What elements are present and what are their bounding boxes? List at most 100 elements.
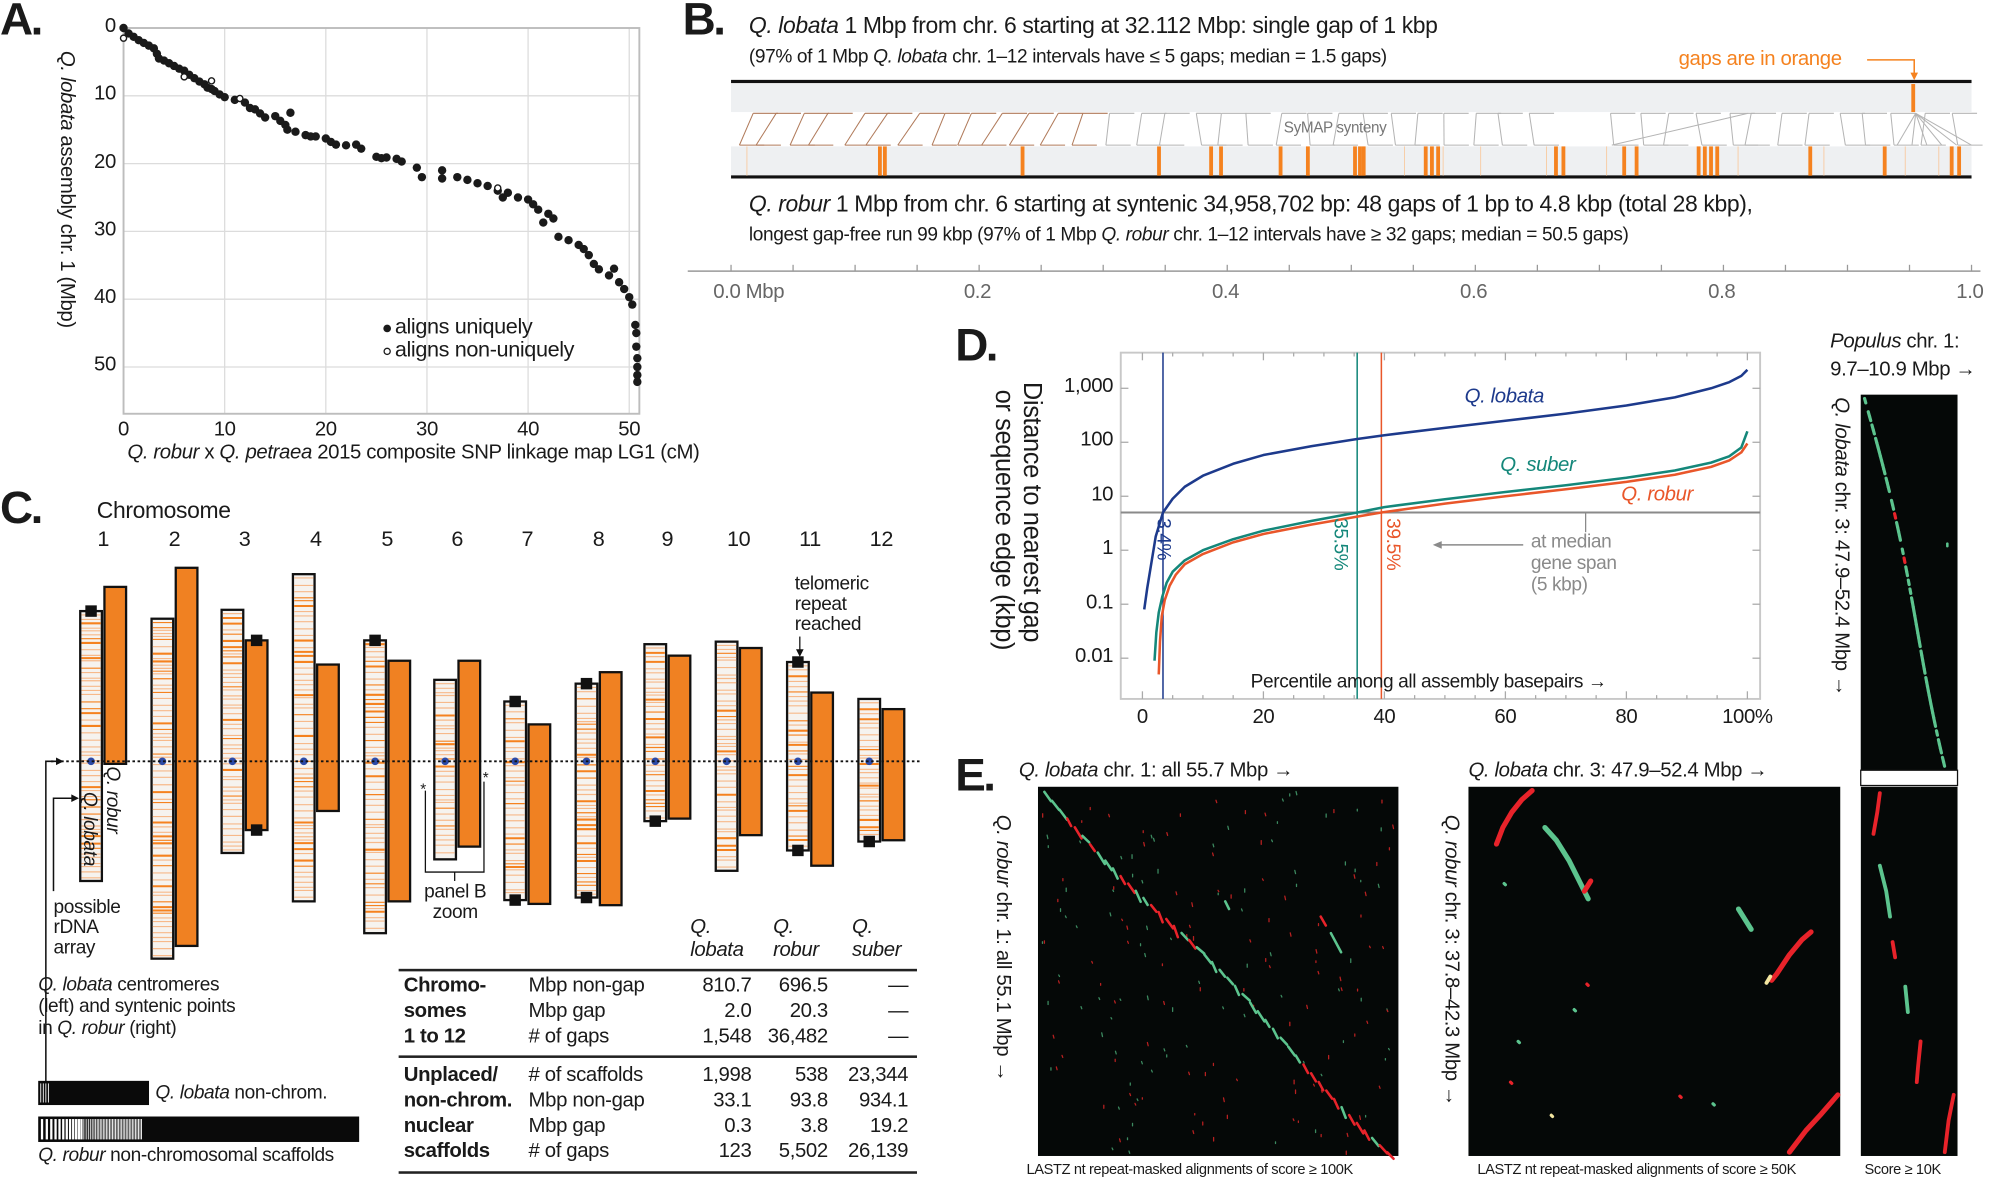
robur-gap [877, 146, 882, 176]
reverse-alignment [1149, 903, 1158, 914]
species: Q. robur [1101, 224, 1169, 246]
reverse-alignment [1165, 917, 1175, 930]
dotplot-1-caption: LASTZ nt repeat-masked alignments of sco… [1026, 1162, 1354, 1178]
point-nonunique [180, 73, 188, 81]
label-rest: chr. 1: all 55.1 Mbp → [992, 886, 1014, 1082]
robur-gap [1361, 146, 1366, 176]
table-cell: 123 [718, 1140, 752, 1163]
robur-small-gap [1606, 146, 1608, 176]
forward-alignment [1043, 790, 1053, 803]
row-metric: Mbp gap [528, 1115, 606, 1137]
telomere-marker [369, 634, 381, 647]
rdna-arrow-icon [52, 797, 74, 892]
column-header: Q. [690, 916, 712, 939]
panel-c-chromosomes [38, 566, 920, 1142]
y-tick-label: 10 [93, 83, 116, 105]
robur-small-gap [1480, 146, 1482, 176]
dotplot-2 [1468, 786, 1841, 1156]
ylabel-rest: assembly chr. 1 (Mbp) [56, 130, 78, 328]
species: Q. lobata [748, 12, 839, 39]
centromere-dot [865, 757, 874, 766]
reverse-alignment [1109, 912, 1112, 917]
reverse-alignment [1364, 891, 1367, 897]
x-tick-label: 30 [415, 418, 438, 441]
asterisk-left: * [420, 780, 426, 799]
centromere-arrow-icon [45, 760, 59, 1095]
y-tick-label: 50 [93, 354, 116, 376]
dotplot-1 [1037, 786, 1399, 1156]
reverse-alignment [1386, 1009, 1389, 1013]
telomere-marker [580, 677, 593, 690]
species: Q. lobata [1830, 397, 1852, 477]
column-header: Q. [852, 916, 873, 939]
point-unique [628, 300, 637, 309]
xlabel-species-1: Q. robur [127, 441, 200, 464]
column-header: Q. [773, 916, 794, 939]
row-group-label: nuclear [403, 1115, 474, 1137]
forward-alignment [1882, 467, 1887, 476]
reverse-alignment [1309, 1072, 1318, 1083]
reverse-alignment [1055, 1066, 1058, 1071]
reverse-alignment [1871, 791, 1882, 836]
reverse-alignment [1136, 1098, 1139, 1102]
forward-alignment [1711, 1102, 1716, 1107]
point-unique [473, 179, 482, 188]
gaps-arrow-icon [1867, 59, 1915, 77]
reverse-alignment [1386, 1151, 1395, 1161]
reverse-alignment [1126, 882, 1136, 895]
table-cell: — [888, 1026, 909, 1048]
reverse-alignment [1152, 837, 1155, 842]
synteny-link [1663, 113, 1670, 146]
table-cell: 26,139 [848, 1140, 909, 1163]
populus-ylabel: Q. lobata chr. 3: 47.9–52.4 Mbp → [1829, 397, 1852, 696]
forward-alignment [1340, 1105, 1347, 1120]
reverse-alignment [1678, 1094, 1683, 1100]
point-unique [311, 132, 320, 141]
reverse-alignment [1163, 1048, 1166, 1052]
reverse-alignment [1235, 1078, 1238, 1082]
centromere-dot [794, 757, 802, 766]
robur-gap [1219, 146, 1223, 176]
species: Populus [1830, 331, 1902, 353]
forward-alignment [1218, 968, 1227, 978]
table-cell: 93.8 [789, 1089, 829, 1112]
forward-alignment [1542, 824, 1591, 902]
reverse-alignment [1320, 1073, 1323, 1077]
lobata-chromosome-bar [150, 617, 175, 960]
panel-b-robur-title: Q. robur 1 Mbp from chr. 6 starting at s… [749, 191, 1753, 218]
robur-small-gap [1737, 146, 1739, 176]
panel-label-d: D. [955, 318, 998, 371]
lobata-chromosome-bar [433, 678, 458, 861]
point-unique [453, 172, 462, 182]
reverse-alignment [1101, 1032, 1104, 1038]
reverse-alignment [1281, 798, 1284, 802]
point-nonunique [207, 77, 216, 85]
table-cell: 33.1 [713, 1089, 752, 1112]
reverse-alignment [1585, 982, 1590, 987]
reverse-alignment [1378, 1143, 1389, 1155]
reverse-alignment [1187, 938, 1197, 950]
point-unique [397, 157, 406, 166]
synteny-link [755, 113, 777, 146]
note-line: telomeric [794, 572, 869, 595]
reverse-alignment [1269, 952, 1272, 957]
reverse-alignment [1387, 1047, 1390, 1051]
reverse-alignment [1786, 1092, 1841, 1155]
reverse-alignment [1294, 869, 1297, 875]
robur-small-gap [1442, 146, 1444, 176]
ylabel-species: Q. lobata [56, 50, 78, 131]
robur-gap [1353, 146, 1357, 176]
reverse-alignment [1088, 843, 1097, 853]
chromosome-number: 6 [451, 527, 464, 552]
robur-chromosome-bar [103, 585, 128, 766]
lobata-chromosome-bar [574, 682, 599, 899]
forward-alignment [1903, 984, 1910, 1015]
table-cell: 23,344 [848, 1064, 909, 1086]
note-line: (5 kbp) [1530, 574, 1588, 596]
reverse-alignment [1378, 1085, 1381, 1089]
panel-d-ylabel-1: Distance to nearest gap [1017, 381, 1046, 643]
synteny-link-diagonal [1611, 112, 1749, 146]
row-group-label: somes [403, 1000, 467, 1023]
